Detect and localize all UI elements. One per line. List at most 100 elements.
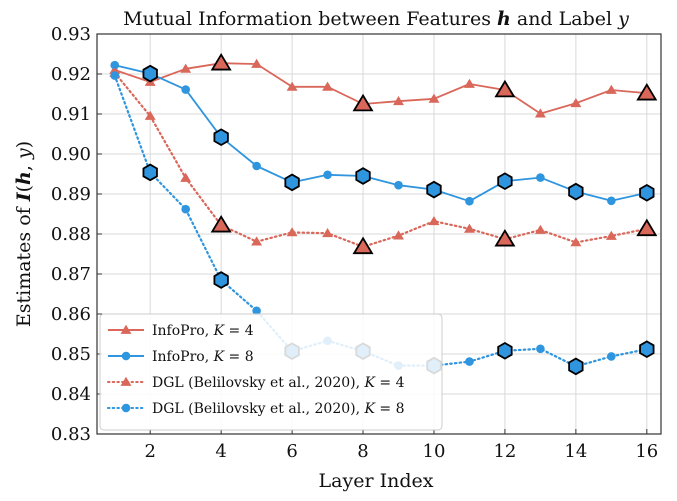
highlight-point [497,172,513,191]
data-point [465,196,474,206]
y-tick-label: 0.91 [51,104,91,125]
data-point [465,357,474,366]
axis-ticks: 0.83 0.84 0.85 0.86 0.87 0.88 0.89 0.90 0.91 0.92… [51,24,658,462]
legend-label: DGL (Belilovsky et al., 2020), K = 8 [152,401,405,417]
highlight-point [426,180,442,199]
highlight-point [497,341,513,360]
highlight-point [352,93,374,112]
data-point [607,196,616,206]
data-point [534,108,546,118]
y-tick-label: 0.87 [51,264,91,285]
x-axis-label: Layer Index [319,470,434,492]
highlight-point [142,163,158,182]
data-point [394,180,403,190]
highlight-point [636,218,658,237]
legend-label: DGL (Belilovsky et al., 2020), K = 4 [152,375,405,391]
data-point [393,230,404,240]
y-tick-label: 0.85 [51,344,91,365]
legend-label: InfoPro, K = 4 [152,323,254,339]
legend: InfoPro, K = 4 InfoPro, K = 8 DGL (Belilov… [99,313,443,431]
data-point [251,236,263,246]
y-tick-label: 0.83 [51,424,91,445]
highlight-point [355,167,371,185]
highlight-point [213,271,229,289]
data-point [252,306,261,316]
y-tick-label: 0.89 [51,184,91,205]
data-point [181,85,190,94]
highlight-point [213,128,229,147]
data-point [607,352,616,361]
highlight-point [352,236,374,255]
highlight-point [494,79,516,98]
data-point [570,98,582,108]
data-point [428,216,440,226]
data-point [286,81,298,91]
x-tick-label: 16 [635,441,658,462]
data-point [605,84,617,94]
chart-title: Mutual Information between Features h an… [123,8,629,30]
highlight-point [568,182,584,201]
y-tick-label: 0.86 [51,304,91,325]
highlight-point [494,228,516,247]
y-tick-label: 0.90 [51,144,91,165]
highlight-point [636,82,658,101]
series-line [114,62,647,115]
legend-item: InfoPro, K = 4 [108,323,254,339]
data-point [252,161,261,171]
data-point [534,224,546,234]
data-point [323,170,332,180]
y-tick-label: 0.93 [51,24,91,45]
legend-item: DGL (Belilovsky et al., 2020), K = 4 [107,375,405,391]
series-line [113,71,648,248]
series-1 [109,52,658,118]
data-point [180,172,192,182]
highlight-point [210,52,232,71]
legend-item: DGL (Belilovsky et al., 2020), K = 8 [107,401,405,417]
data-point [393,96,404,106]
x-tick-label: 2 [144,441,155,462]
highlight-point [639,183,655,202]
legend-swatch-marker [121,351,131,361]
data-point [536,344,545,354]
highlight-point [210,214,232,233]
series-line [114,64,648,203]
data-point [536,173,545,182]
highlight-point [639,340,655,359]
series-2 [110,60,655,206]
legend-swatch-marker [120,324,132,334]
data-point [180,63,192,73]
data-point [463,223,475,233]
legend-box [99,313,443,431]
data-point [570,237,582,247]
data-point [251,58,263,68]
data-point [463,78,475,88]
y-axis-label: Estimates of I(h, y) [13,141,35,327]
x-tick-label: 10 [423,441,446,462]
data-point [322,228,334,238]
legend-swatch-marker [121,403,131,413]
legend-swatch-marker [120,376,132,386]
y-tick-label: 0.84 [51,384,91,405]
data-point [428,93,440,103]
legend-label: InfoPro, K = 8 [152,349,254,365]
x-tick-label: 14 [564,441,587,462]
x-tick-label: 8 [357,441,368,462]
series-3 [109,67,658,255]
data-point [144,110,156,120]
x-tick-label: 6 [286,441,297,462]
data-point [605,230,617,240]
data-point [322,81,334,91]
highlight-point [142,64,158,83]
data-point [286,227,298,237]
legend-item: InfoPro, K = 8 [108,349,254,365]
highlight-point [284,173,300,192]
data-point [110,60,120,70]
data-point [110,71,120,80]
y-tick-label: 0.88 [51,224,91,245]
data-point [181,204,190,214]
x-tick-label: 4 [215,441,226,462]
x-tick-label: 12 [493,441,516,462]
highlight-point [568,357,584,376]
y-tick-label: 0.92 [51,64,91,85]
